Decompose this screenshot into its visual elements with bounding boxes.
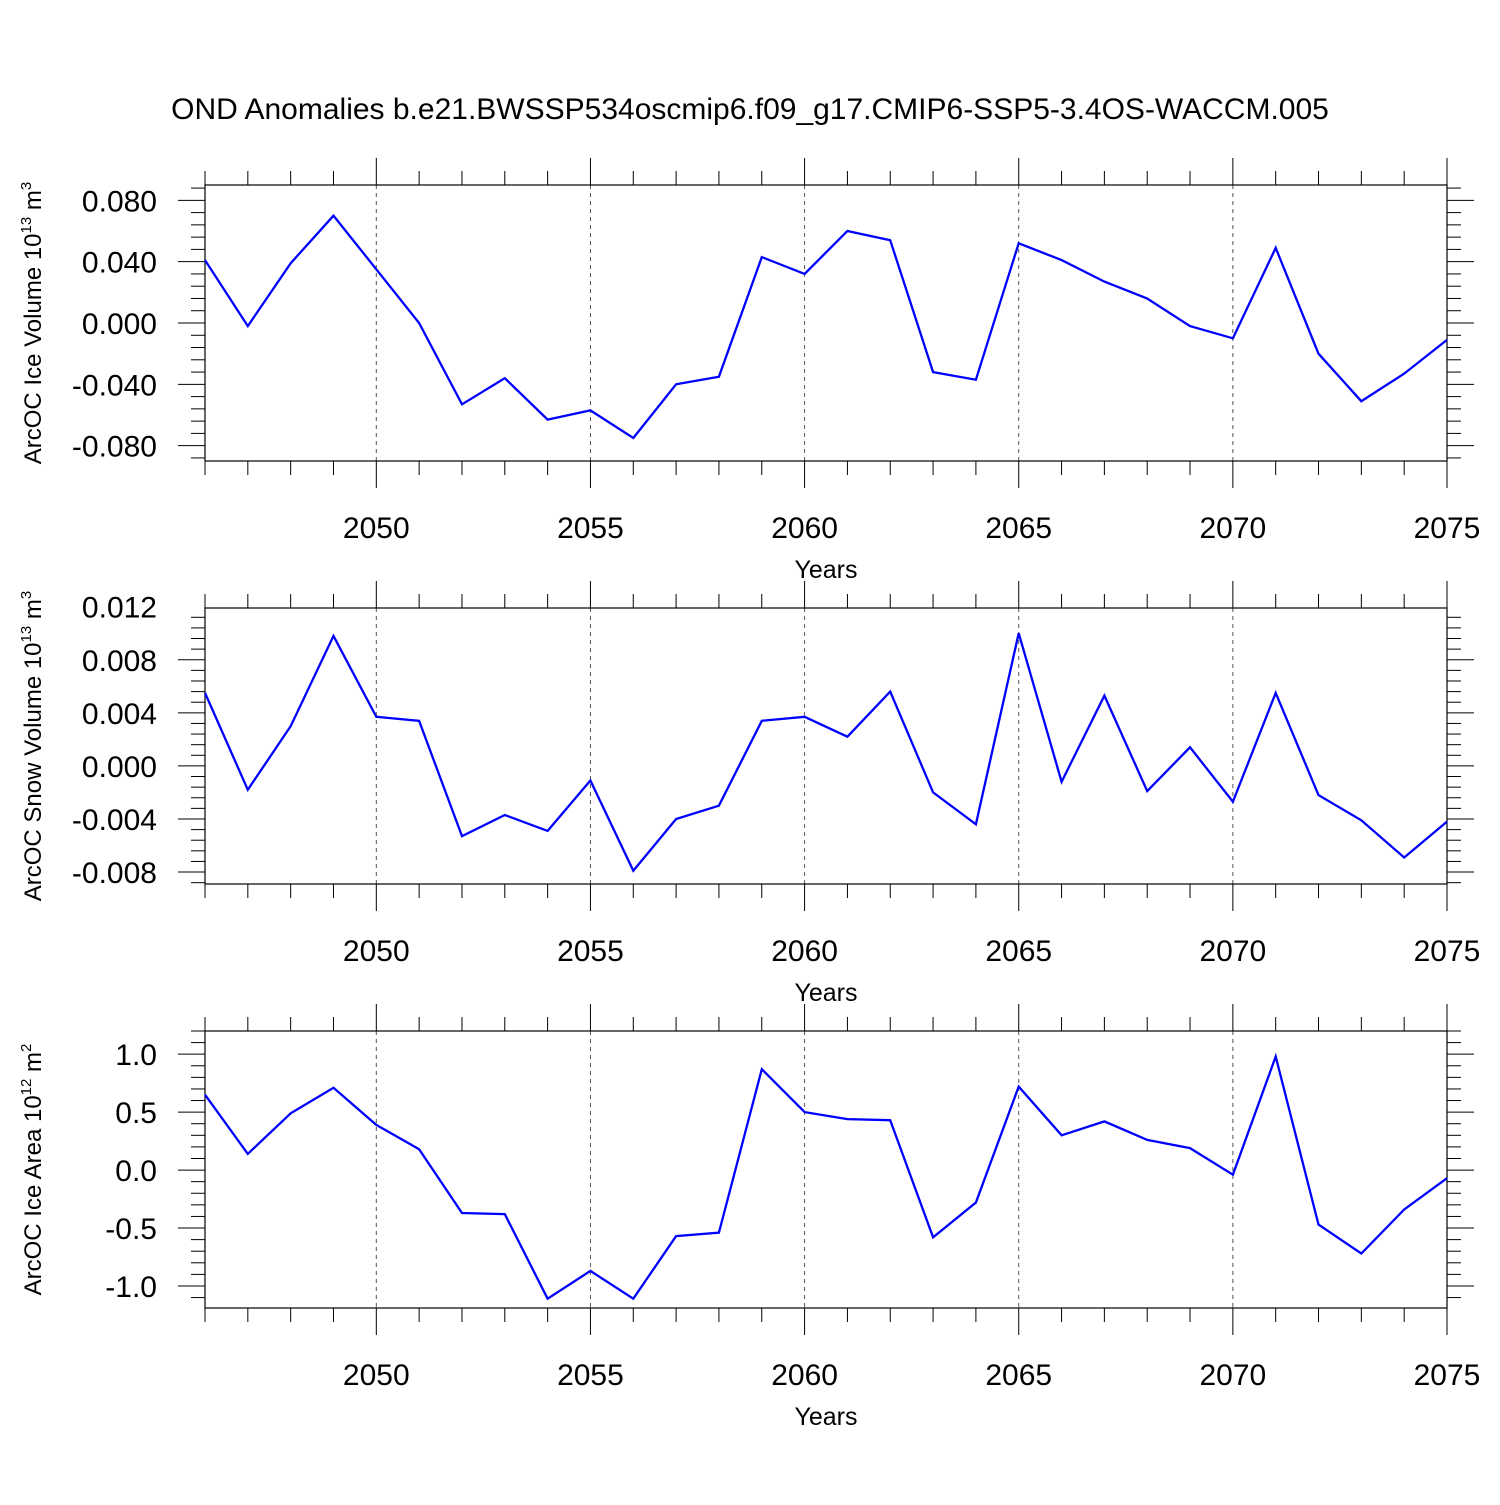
panel-1-x-tick-label: 2065 <box>985 512 1052 545</box>
chart-title: OND Anomalies b.e21.BWSSP534oscmip6.f09_… <box>171 93 1329 126</box>
panel-1-y-tick-label: -0.040 <box>72 369 157 402</box>
panel-1-x-tick-label: 2060 <box>771 512 838 545</box>
panel-3-y-tick-label: 0.0 <box>115 1155 157 1188</box>
panel-3-y-axis-label-unit-exponent: 2 <box>18 1044 35 1052</box>
panel-1-y-axis-label-unit-exponent: 3 <box>18 182 35 190</box>
panel-2-y-tick-label: -0.008 <box>72 857 157 890</box>
panel-1-y-axis-label: ArcOC Ice Volume 1013 m3 <box>18 182 47 464</box>
panel-1-y-tick-label: -0.080 <box>72 431 157 464</box>
panel-2-x-tick-label: 2050 <box>343 935 410 968</box>
panel-1-y-tick-label: 0.000 <box>82 308 157 341</box>
panel-2: 2050 2055 2060 2065 2070 2075 -0.008 -0.004 0.00… <box>18 581 1480 1007</box>
panel-3-x-tick-label: 2050 <box>343 1359 410 1392</box>
panel-3: 2050 2055 2060 2065 2070 2075 -1.0 -0.5 0.0 0.5 1.… <box>18 1004 1480 1431</box>
panel-2-y-tick-label: 0.012 <box>82 592 157 625</box>
panel-1-x-tick-label: 2075 <box>1414 512 1481 545</box>
panel-2-y-tick-label: 0.008 <box>82 645 157 678</box>
panel-2-y-axis-label-main: ArcOC Snow Volume 10 <box>20 642 47 901</box>
panel-3-y-axis-label-unit: m <box>20 1052 47 1079</box>
panel-2-x-axis-label: Years <box>794 979 857 1007</box>
panel-3-x-tick-label: 2055 <box>557 1359 624 1392</box>
panel-2-y-axis-label-unit-exponent: 3 <box>18 591 35 599</box>
panel-1-x-tick-label: 2055 <box>557 512 624 545</box>
panel-3-y-axis-label-exponent: 12 <box>18 1079 35 1096</box>
panel-3-series-line <box>204 1052 1448 1301</box>
panel-2-x-tick-label: 2070 <box>1199 935 1266 968</box>
panel-1-y-axis-label-exponent: 13 <box>18 217 35 234</box>
panel-3-x-tick-label: 2065 <box>985 1359 1052 1392</box>
panel-2-series-line <box>203 632 1448 873</box>
panel-3-x-axis-label: Years <box>794 1403 857 1431</box>
panel-1-x-tick-label: 2050 <box>343 512 410 545</box>
panel-1-x-tick-label: 2070 <box>1199 512 1266 545</box>
panel-1-y-axis-label-main: ArcOC Ice Volume 10 <box>20 233 47 464</box>
panel-2-y-axis-label: ArcOC Snow Volume 1013 m3 <box>18 591 47 902</box>
panel-2-y-axis-label-exponent: 13 <box>18 626 35 643</box>
panel-1-series-line <box>204 213 1448 440</box>
panel-2-y-tick-label: 0.004 <box>82 698 157 731</box>
panel-3-y-axis-label-main: ArcOC Ice Area 10 <box>20 1095 47 1295</box>
panel-2-y-tick-label: -0.004 <box>72 804 157 837</box>
panel-3-y-tick-label: -0.5 <box>105 1213 157 1246</box>
panel-3-plot-frame <box>204 1030 1448 1309</box>
panel-3-y-axis-label: ArcOC Ice Area 1012 m2 <box>18 1044 47 1296</box>
panel-3-x-tick-label: 2070 <box>1199 1359 1266 1392</box>
panel-3-y-tick-label: 0.5 <box>115 1097 157 1130</box>
panel-2-x-tick-label: 2055 <box>557 935 624 968</box>
panel-3-x-tick-label: 2060 <box>771 1359 838 1392</box>
panel-3-y-tick-label: 1.0 <box>115 1039 157 1072</box>
panel-2-x-tick-label: 2075 <box>1414 935 1481 968</box>
panel-1: 2050 2055 2060 2065 2070 2075 -0.080 -0.040 0.00… <box>18 158 1480 584</box>
panel-3-y-tick-label: -1.0 <box>105 1271 157 1304</box>
panel-2-x-tick-label: 2060 <box>771 935 838 968</box>
panel-1-y-axis-label-unit: m <box>20 190 47 217</box>
panel-2-x-tick-label: 2065 <box>985 935 1052 968</box>
panel-2-y-axis-label-unit: m <box>20 599 47 626</box>
panel-1-y-tick-label: 0.040 <box>82 247 157 280</box>
panel-2-y-tick-label: 0.000 <box>82 751 157 784</box>
chart-panels: 2050 2055 2060 2065 2070 2075-0.080-0.0400.00… <box>18 158 1480 1431</box>
panel-1-x-axis-label: Years <box>794 556 857 584</box>
panel-3-x-tick-label: 2075 <box>1414 1359 1481 1392</box>
panel-2-plot-frame <box>204 607 1448 885</box>
panel-1-y-tick-label: 0.080 <box>82 185 157 218</box>
panel-1-plot-frame <box>204 184 1448 462</box>
